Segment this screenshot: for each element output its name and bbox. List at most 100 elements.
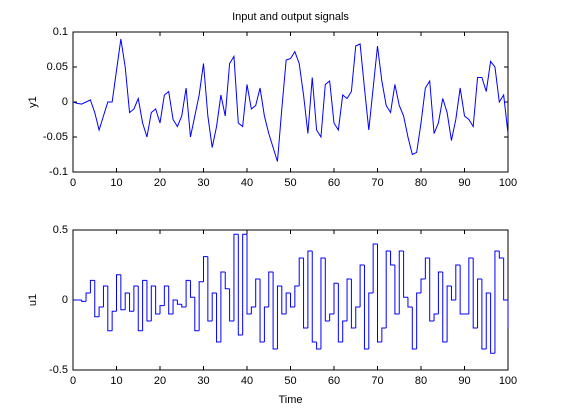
stair-step	[176, 300, 182, 305]
stair-step	[81, 300, 87, 302]
stair-step	[468, 257, 474, 314]
stair-step	[216, 293, 221, 343]
stair-step	[363, 265, 369, 350]
stair-step	[124, 292, 130, 310]
stair-step	[459, 265, 465, 315]
stair-step	[263, 306, 269, 342]
chart-title: Input and output signals	[232, 11, 349, 23]
stair-step	[377, 244, 382, 343]
stair-step	[333, 282, 339, 314]
stair-step	[163, 285, 169, 306]
x-tick-label: 10	[110, 375, 122, 387]
y-tick-label: -0.05	[43, 131, 68, 143]
axes-frame	[72, 31, 509, 173]
stair-step	[446, 285, 452, 342]
stair-step	[485, 292, 491, 349]
stair-step	[337, 283, 343, 343]
stair-step	[237, 234, 243, 336]
stair-step	[98, 306, 104, 317]
stair-step	[224, 272, 230, 290]
stair-step	[116, 274, 121, 312]
stair-step	[276, 285, 282, 349]
stair-step	[272, 272, 278, 350]
x-tick-label: 60	[328, 177, 340, 189]
y-tick-label: -0.1	[49, 166, 68, 178]
y-axis-label: u1	[27, 294, 39, 306]
stair-step	[455, 264, 461, 300]
x-tick-label: 90	[458, 375, 470, 387]
stair-step	[290, 293, 295, 308]
stair-step	[229, 288, 234, 322]
stair-step	[259, 279, 265, 343]
y-tick-label: 0.5	[53, 224, 68, 236]
stair-step	[298, 257, 304, 286]
stair-step	[442, 272, 448, 343]
x-tick-label: 30	[197, 375, 209, 387]
stair-step	[394, 265, 400, 315]
stair-step	[120, 274, 126, 311]
data-line	[72, 38, 509, 162]
stair-step	[255, 278, 261, 307]
x-tick-label: 90	[458, 177, 470, 189]
stair-step	[472, 258, 478, 329]
stair-step	[503, 258, 508, 301]
stair-step	[137, 286, 143, 332]
y-tick-label: 0.05	[47, 61, 68, 73]
stair-step	[233, 233, 239, 321]
stair-step	[142, 279, 147, 331]
y-tick-label: 0.1	[53, 26, 68, 38]
stair-step	[150, 285, 156, 321]
x-axis-label: Time	[278, 394, 302, 406]
stair-step	[85, 292, 91, 302]
stair-step	[368, 292, 374, 349]
stair-step	[342, 320, 348, 342]
stair-step	[172, 299, 178, 314]
stair-step	[281, 286, 287, 315]
stair-step	[111, 310, 117, 331]
stair-step	[498, 251, 504, 259]
stair-step	[146, 280, 152, 322]
stair-step	[107, 286, 113, 332]
x-tick-label: 30	[197, 177, 209, 189]
stair-step	[346, 278, 352, 321]
stair-step	[416, 292, 421, 349]
stair-step	[403, 251, 408, 298]
stair-step	[211, 292, 217, 321]
x-tick-label: 80	[415, 177, 427, 189]
stair-step	[268, 271, 274, 307]
y-tick-label: 0	[62, 96, 68, 108]
x-tick-label: 70	[371, 177, 383, 189]
stair-step	[207, 256, 213, 322]
stair-step	[185, 279, 191, 307]
stair-step	[355, 306, 361, 328]
stair-step	[220, 271, 226, 342]
stair-step	[316, 342, 321, 350]
stair-step	[329, 313, 334, 321]
stair-step	[194, 297, 200, 332]
stair-step	[372, 243, 378, 293]
x-tick-label: 60	[328, 375, 340, 387]
x-tick-label: 0	[70, 177, 76, 189]
stair-step	[407, 297, 413, 308]
stair-step	[89, 279, 95, 293]
y-axis-label: y1	[27, 96, 39, 108]
stair-step	[494, 250, 500, 354]
x-tick-label: 40	[241, 177, 253, 189]
stair-step	[381, 327, 387, 342]
x-tick-label: 80	[415, 375, 427, 387]
x-tick-label: 50	[284, 177, 296, 189]
stair-step	[429, 258, 435, 322]
stair-step	[250, 306, 256, 314]
x-tick-label: 20	[154, 177, 166, 189]
stair-step	[189, 280, 195, 298]
stair-step	[350, 279, 356, 329]
stair-step	[437, 271, 443, 314]
stair-step	[385, 250, 391, 328]
y-tick-label: -0.5	[49, 364, 68, 376]
stair-step	[390, 251, 395, 266]
stair-step	[198, 281, 204, 331]
x-tick-label: 40	[241, 375, 253, 387]
stair-step	[398, 250, 404, 314]
stair-step	[320, 257, 326, 349]
